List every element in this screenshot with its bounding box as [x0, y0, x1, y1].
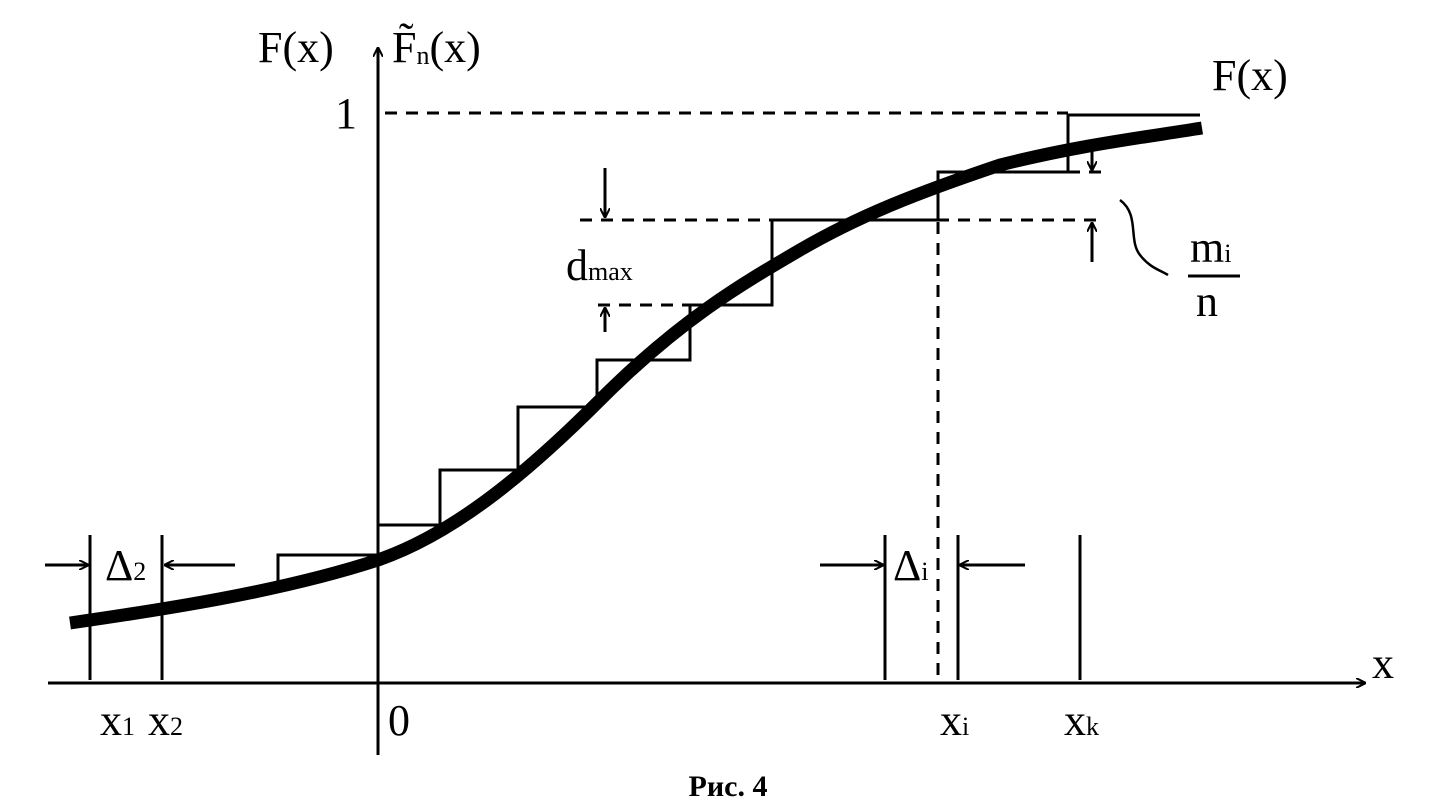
one-label: 1 — [335, 89, 357, 138]
label-part: d — [566, 241, 588, 290]
x-label: 0 — [388, 696, 410, 745]
label-part: x — [1064, 696, 1086, 745]
label-part: max — [588, 257, 633, 286]
label-part: (x) — [429, 23, 480, 72]
label-part: k — [1086, 712, 1099, 741]
x-label: x1 — [100, 696, 135, 745]
step-function — [276, 113, 1200, 583]
brace — [1119, 199, 1169, 277]
curve-label: F(x) — [1212, 51, 1288, 100]
x-label: xi — [940, 696, 969, 745]
delta-label: Δi — [893, 541, 929, 590]
label-part: n — [416, 41, 429, 70]
label-part: F̃ — [392, 23, 416, 72]
label-part: x — [148, 696, 170, 745]
label-part: 1 — [122, 712, 135, 741]
delta-label: Δ2 — [105, 541, 146, 590]
y-label: F̃n(x) — [392, 23, 481, 72]
fraction-num: mi — [1190, 223, 1231, 272]
label-part: i — [921, 557, 928, 586]
fraction-den: n — [1196, 277, 1218, 326]
label-part: 0 — [388, 696, 410, 745]
label-part: x — [940, 696, 962, 745]
x-label: xk — [1064, 696, 1099, 745]
caption: Рис. 4 — [689, 770, 768, 803]
x-axis-label: x — [1372, 639, 1394, 688]
x-label: x2 — [148, 696, 183, 745]
label-part: Δ — [893, 541, 921, 590]
label-part: i — [1224, 239, 1231, 268]
interval-lines — [88, 535, 1082, 680]
label-part: 2 — [170, 712, 183, 741]
label-part: Δ — [105, 541, 133, 590]
label-part: x — [100, 696, 122, 745]
dmax-label: dmax — [566, 241, 633, 290]
cdf-curve — [69, 121, 1204, 630]
y-label: F(x) — [258, 23, 334, 72]
label-part: m — [1190, 223, 1224, 272]
label-part: 2 — [133, 557, 146, 586]
label-part: i — [962, 712, 969, 741]
